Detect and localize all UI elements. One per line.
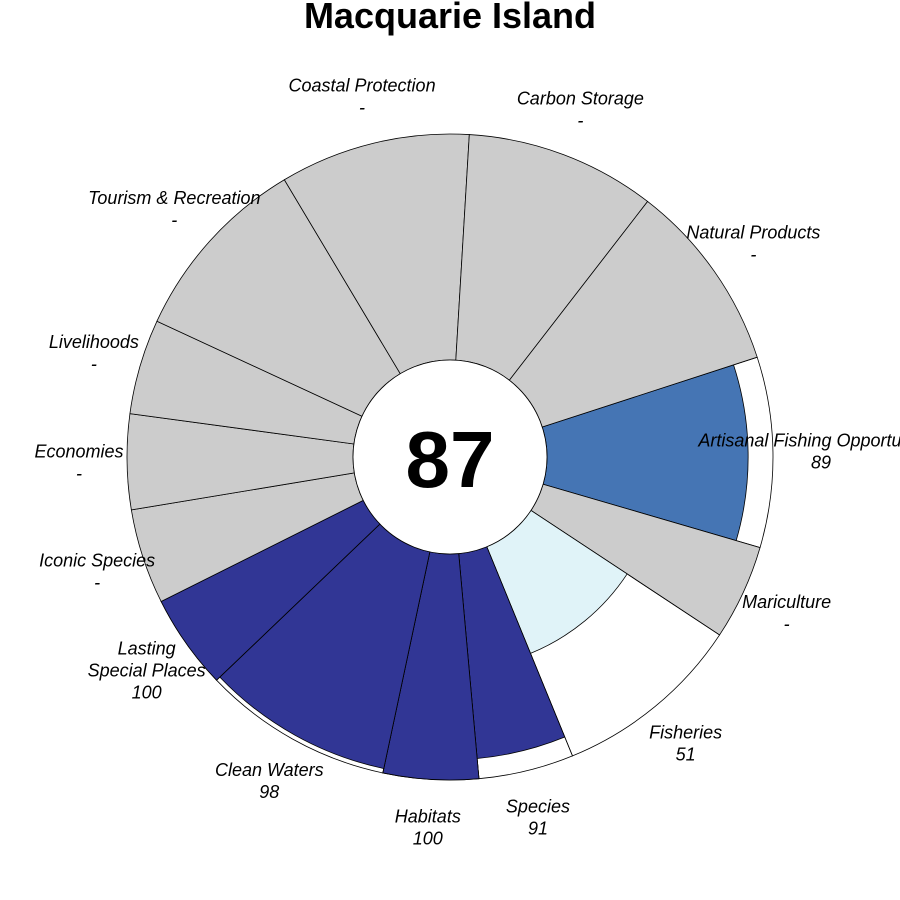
petal-label-1: Mariculture - [742,592,831,634]
petal-name-1: Mariculture [742,592,831,612]
center-score: 87 [406,415,495,504]
petal-score-6: 100 [132,683,162,703]
petal-name-6: Lasting [118,639,176,659]
petal-name-9: Livelihoods [49,332,139,352]
petal-label-10: Tourism & Recreation - [88,188,260,230]
petal-name-8: Economies [35,442,124,462]
petal-score-3: 91 [528,818,548,838]
center-circle [352,359,548,555]
petal-label-8: Economies - [35,442,124,484]
petal-score-2: 51 [676,745,696,765]
petal-name-6: Special Places [88,661,206,681]
petal-score-13: - [750,244,756,264]
petal-label-9: Livelihoods - [49,332,139,374]
petals-group [126,133,774,781]
petal-name-5: Clean Waters [215,760,324,780]
petal-score-11: - [359,98,365,118]
petal-label-6: Lasting Special Places 100 [88,639,206,703]
petal-label-3: Species 91 [506,796,570,838]
petal-label-12: Carbon Storage - [517,89,644,131]
petal-label-13: Natural Products - [686,222,820,264]
chart-title: Macquarie Island [304,0,596,36]
petal-score-1: - [784,614,790,634]
petal-score-10: - [171,210,177,230]
petal-score-0: 89 [811,452,831,472]
petal-score-4: 100 [413,828,443,848]
petal-score-7: - [94,573,100,593]
petal-score-12: - [577,111,583,131]
labels-group: Artisanal Fishing Opportunities89 Maricul… [35,76,900,849]
petal-label-0: Artisanal Fishing Opportunities89 [697,430,900,472]
petal-name-13: Natural Products [686,222,820,242]
petal-name-3: Species [506,796,570,816]
petal-name-10: Tourism & Recreation [88,188,260,208]
petal-name-11: Coastal Protection [289,76,436,96]
petal-name-12: Carbon Storage [517,89,644,109]
petal-label-5: Clean Waters 98 [215,760,324,802]
petal-name-4: Habitats [395,806,461,826]
petal-label-2: Fisheries 51 [649,723,722,765]
petal-name-0: Artisanal Fishing Opportunities [697,430,900,450]
petal-label-7: Iconic Species - [39,551,155,593]
petal-label-11: Coastal Protection - [289,76,436,118]
petal-score-9: - [91,354,97,374]
petal-name-2: Fisheries [649,723,722,743]
petal-score-5: 98 [259,782,279,802]
petal-name-7: Iconic Species [39,551,155,571]
petal-score-8: - [76,464,82,484]
petal-label-4: Habitats 100 [395,806,461,848]
